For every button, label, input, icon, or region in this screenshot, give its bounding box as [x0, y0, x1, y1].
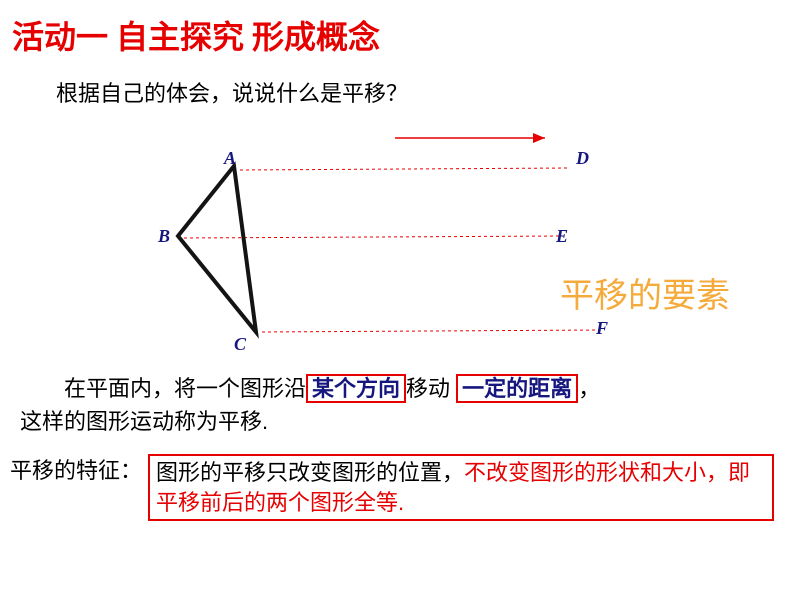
- feature-row: 平移的特征： 图形的平移只改变图形的位置，不改变图形的形状和大小，即平移前后的两…: [0, 438, 794, 521]
- highlight-direction: 某个方向: [306, 374, 406, 403]
- highlight-distance: 一定的距离: [456, 374, 578, 403]
- def-mid: 移动: [406, 376, 450, 401]
- vertex-label-f: F: [596, 318, 608, 339]
- feature-part1: 图形的平移只改变图形的位置，: [156, 460, 464, 485]
- vertex-label-e: E: [556, 226, 568, 247]
- vertex-label-d: D: [576, 148, 589, 169]
- activity-title: 活动一 自主探究 形成概念: [0, 0, 794, 58]
- diagram-area: A B C D E F 平移的要素: [0, 108, 794, 368]
- definition-text: 在平面内，将一个图形沿某个方向移动 一定的距离， 这样的图形运动称为平移.: [0, 368, 794, 438]
- vertex-label-c: C: [234, 334, 246, 355]
- vertex-label-b: B: [158, 226, 170, 247]
- def-line2: 这样的图形运动称为平移.: [20, 409, 268, 434]
- diagram-svg: [0, 108, 794, 368]
- feature-label: 平移的特征：: [10, 454, 142, 486]
- def-prefix: 在平面内，将一个图形沿: [20, 376, 306, 401]
- feature-box: 图形的平移只改变图形的位置，不改变图形的形状和大小，即平移前后的两个图形全等.: [148, 454, 774, 521]
- question-text: 根据自己的体会，说说什么是平移？: [0, 58, 794, 108]
- translation-elements-text: 平移的要素: [560, 268, 730, 317]
- vertex-label-a: A: [224, 148, 236, 169]
- def-suffix: ，: [578, 376, 600, 401]
